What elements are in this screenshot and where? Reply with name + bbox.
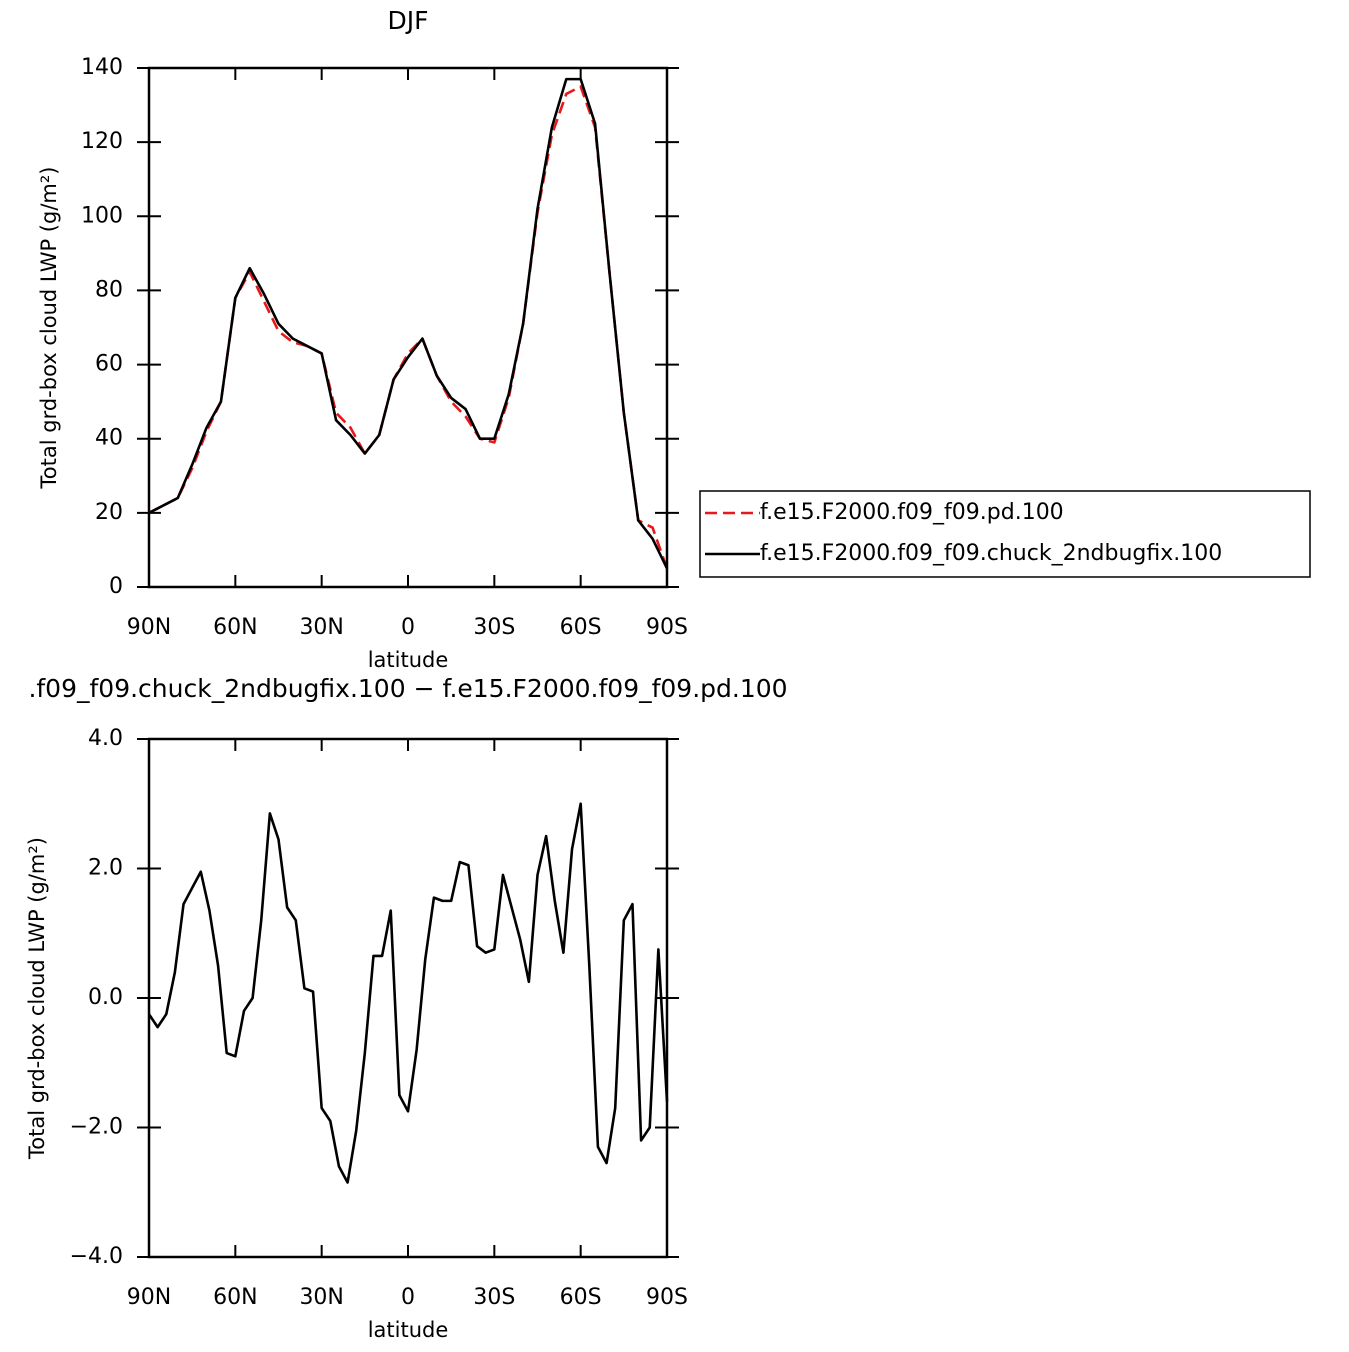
x-tick-label: 90N [127,1285,171,1310]
y-tick-label: 20 [95,500,123,525]
x-tick-label: 0 [401,1285,415,1310]
x-axis-label: latitude [368,648,449,672]
y-tick-label: 2.0 [88,856,123,881]
x-tick-label: 60S [560,615,602,640]
plot-frame [147,737,669,1259]
y-tick-label: 0 [109,574,123,599]
y-tick-label: 60 [95,352,123,377]
y-tick-label: 100 [81,203,123,228]
y-tick-label: −4.0 [70,1244,123,1269]
x-tick-label: 60S [560,1285,602,1310]
y-axis-label: Total grd-box cloud LWP (g/m²) [25,837,49,1160]
y-tick-label: −2.0 [70,1115,123,1140]
plot-frame [147,66,669,589]
x-tick-label: 90S [646,1285,688,1310]
y-tick-label: 140 [81,55,123,80]
x-tick-label: 30N [299,1285,343,1310]
legend-label: f.e15.F2000.f09_f09.pd.100 [760,500,1064,525]
y-tick-label: 80 [95,277,123,302]
legend-box [699,490,1311,578]
x-tick-label: 30S [473,615,515,640]
y-tick-label: 40 [95,426,123,451]
data-line [147,802,669,1184]
x-tick-label: 90S [646,615,688,640]
x-tick-label: 60N [213,1285,257,1310]
y-tick-label: 120 [81,129,123,154]
data-line [148,85,669,569]
chart-title: .f09_f09.chuck_2ndbugfix.100 − f.e15.F20… [28,674,787,703]
y-tick-label: 0.0 [88,985,123,1010]
x-tick-label: 30N [299,615,343,640]
legend-label: f.e15.F2000.f09_f09.chuck_2ndbugfix.100 [760,541,1222,566]
x-tick-label: 90N [127,615,171,640]
y-axis-label: Total grd-box cloud LWP (g/m²) [37,167,61,490]
chart-title: DJF [387,6,428,35]
x-tick-label: 30S [473,1285,515,1310]
x-axis-label: latitude [368,1318,449,1342]
y-tick-label: 4.0 [88,726,123,751]
data-line [148,77,669,570]
x-tick-label: 60N [213,615,257,640]
x-tick-label: 0 [401,615,415,640]
